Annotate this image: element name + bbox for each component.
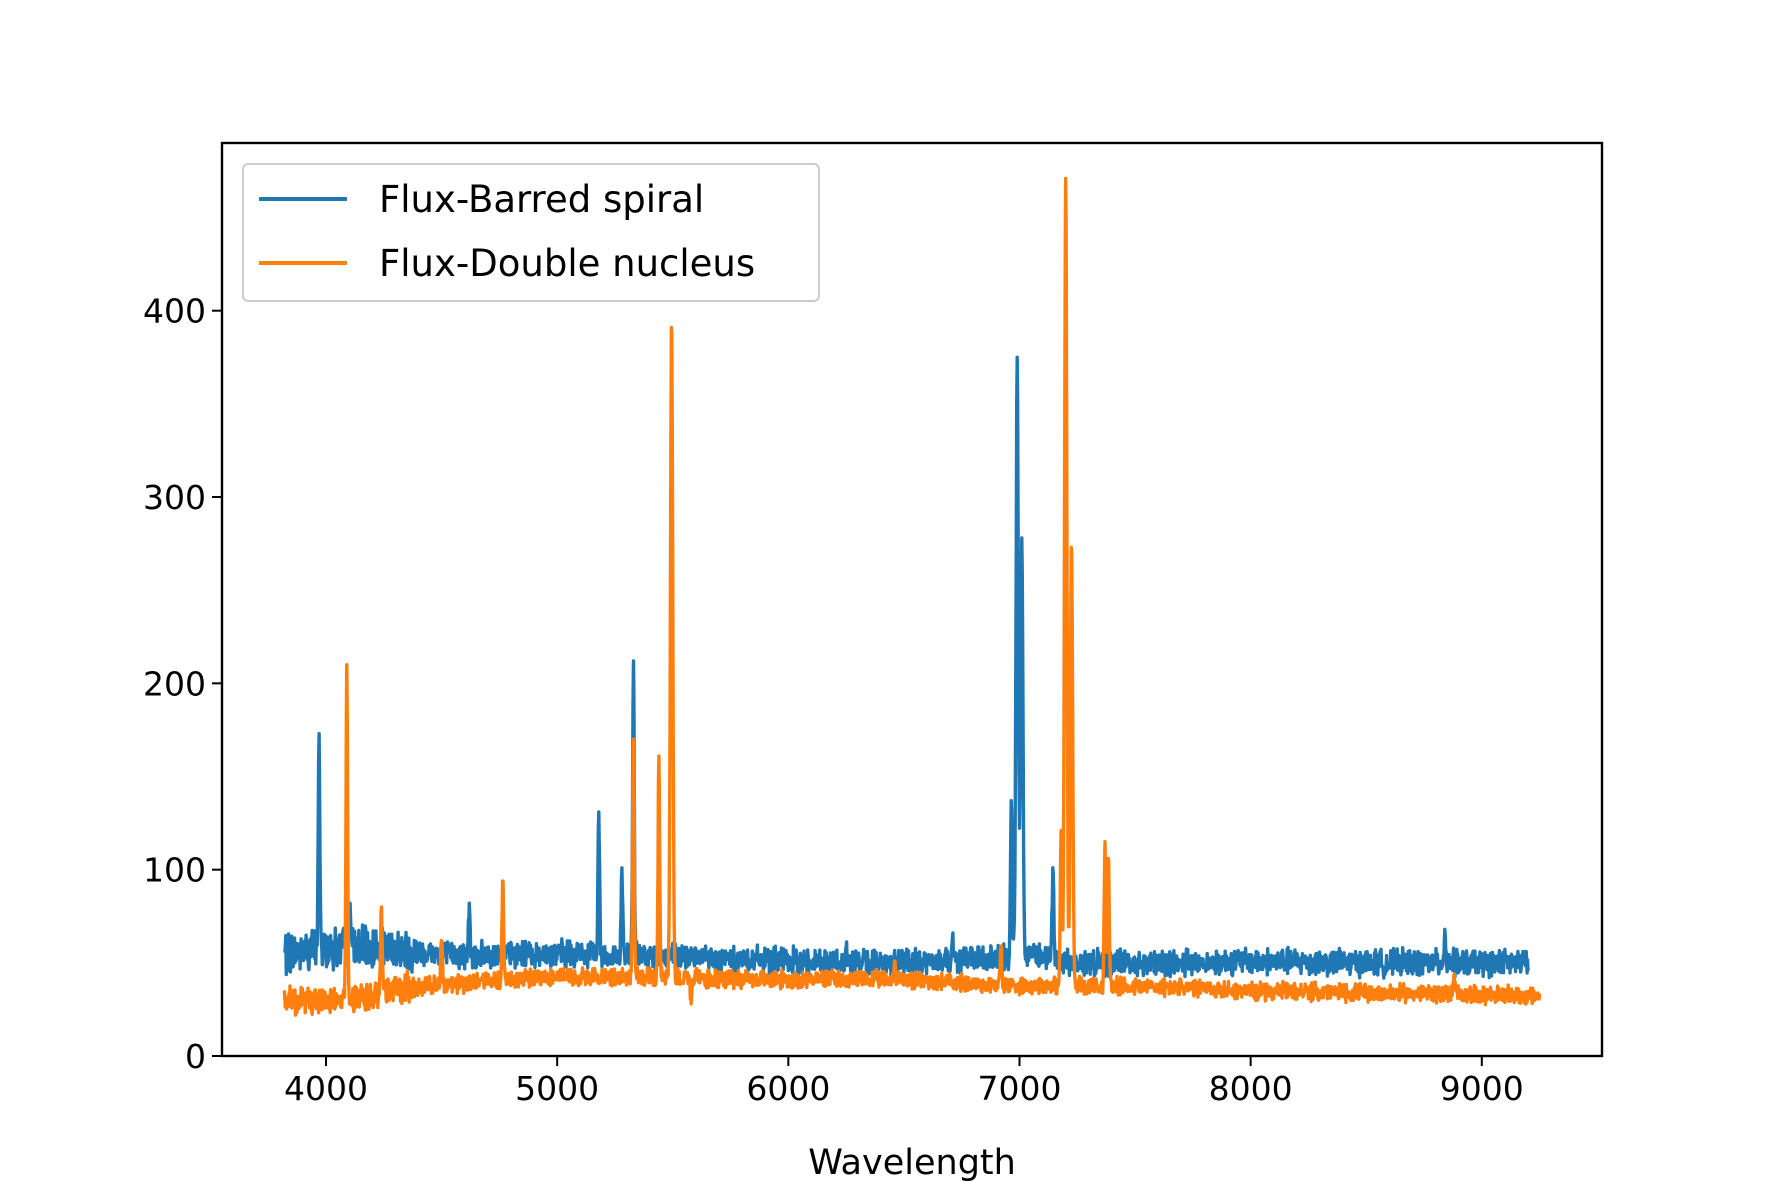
series-line-flux-barred-spiral — [282, 355, 1530, 980]
plot-frame — [220, 141, 1604, 1058]
y-tick-label: 200 — [143, 664, 206, 703]
legend-label-flux-barred-spiral: Flux-Barred spiral — [379, 178, 704, 221]
legend: Flux-Barred spiral Flux-Double nucleus — [242, 163, 820, 302]
x-tick-label: 8000 — [1209, 1069, 1293, 1108]
x-tick-label: 5000 — [515, 1069, 599, 1108]
legend-label-flux-double-nucleus: Flux-Double nucleus — [379, 242, 755, 285]
x-tick-label: 9000 — [1440, 1069, 1524, 1108]
legend-box — [242, 163, 820, 302]
y-tick-label: 400 — [143, 292, 206, 331]
y-tick-label: 300 — [143, 478, 206, 517]
x-ticks: 4000 5000 6000 7000 8000 9000 — [284, 1056, 1524, 1108]
y-tick-label: 100 — [143, 851, 206, 890]
legend-items: Flux-Barred spiral Flux-Double nucleus — [259, 178, 755, 285]
x-tick-label: 4000 — [284, 1069, 368, 1108]
y-tick-label: 0 — [185, 1037, 206, 1076]
x-axis: 4000 5000 6000 7000 8000 9000 Wavelength — [284, 1056, 1524, 1181]
y-ticks: 0 100 200 300 400 — [143, 292, 222, 1076]
x-axis-label: Wavelength — [808, 1143, 1016, 1181]
x-tick-label: 7000 — [977, 1069, 1061, 1108]
series-layer — [282, 176, 1542, 1017]
series-line-flux-double-nucleus — [282, 176, 1542, 1017]
x-tick-label: 6000 — [746, 1069, 830, 1108]
